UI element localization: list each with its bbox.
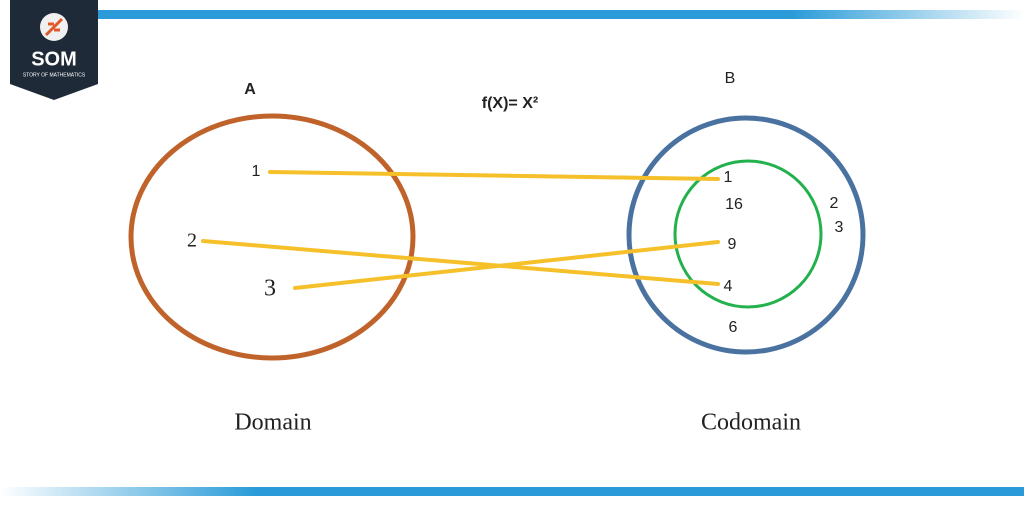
mappings: [201, 170, 720, 290]
set-a: [128, 113, 416, 361]
logo-title: SOM: [31, 48, 77, 70]
element: 16: [725, 196, 743, 213]
set-caption: Codomain: [701, 410, 801, 436]
logo: SOM STORY OF MATHEMATICS: [10, 0, 98, 100]
bottom-bar: [0, 487, 1024, 496]
set-label: A: [244, 81, 256, 98]
element: 2: [187, 230, 197, 252]
element: 1: [252, 163, 261, 180]
mapping-arrow: [293, 240, 720, 290]
element: 6: [729, 319, 738, 336]
element: 2: [830, 195, 839, 212]
set-label: B: [725, 70, 736, 87]
function-label: f(X)= X²: [482, 95, 538, 112]
element: 3: [835, 219, 844, 236]
set-caption: Domain: [234, 410, 311, 436]
logo-tagline: STORY OF MATHEMATICS: [23, 72, 86, 78]
set-b: [626, 115, 866, 355]
top-bar: [95, 10, 1024, 19]
element: 4: [724, 278, 733, 295]
logo-icon-mark: [44, 17, 64, 37]
element: 3: [264, 276, 276, 302]
mapping-arrow: [201, 239, 720, 286]
mapping-arrow: [268, 170, 720, 181]
element: 9: [728, 236, 737, 253]
element: 1: [724, 169, 733, 186]
logo-badge: [10, 0, 98, 100]
range: [673, 159, 823, 309]
